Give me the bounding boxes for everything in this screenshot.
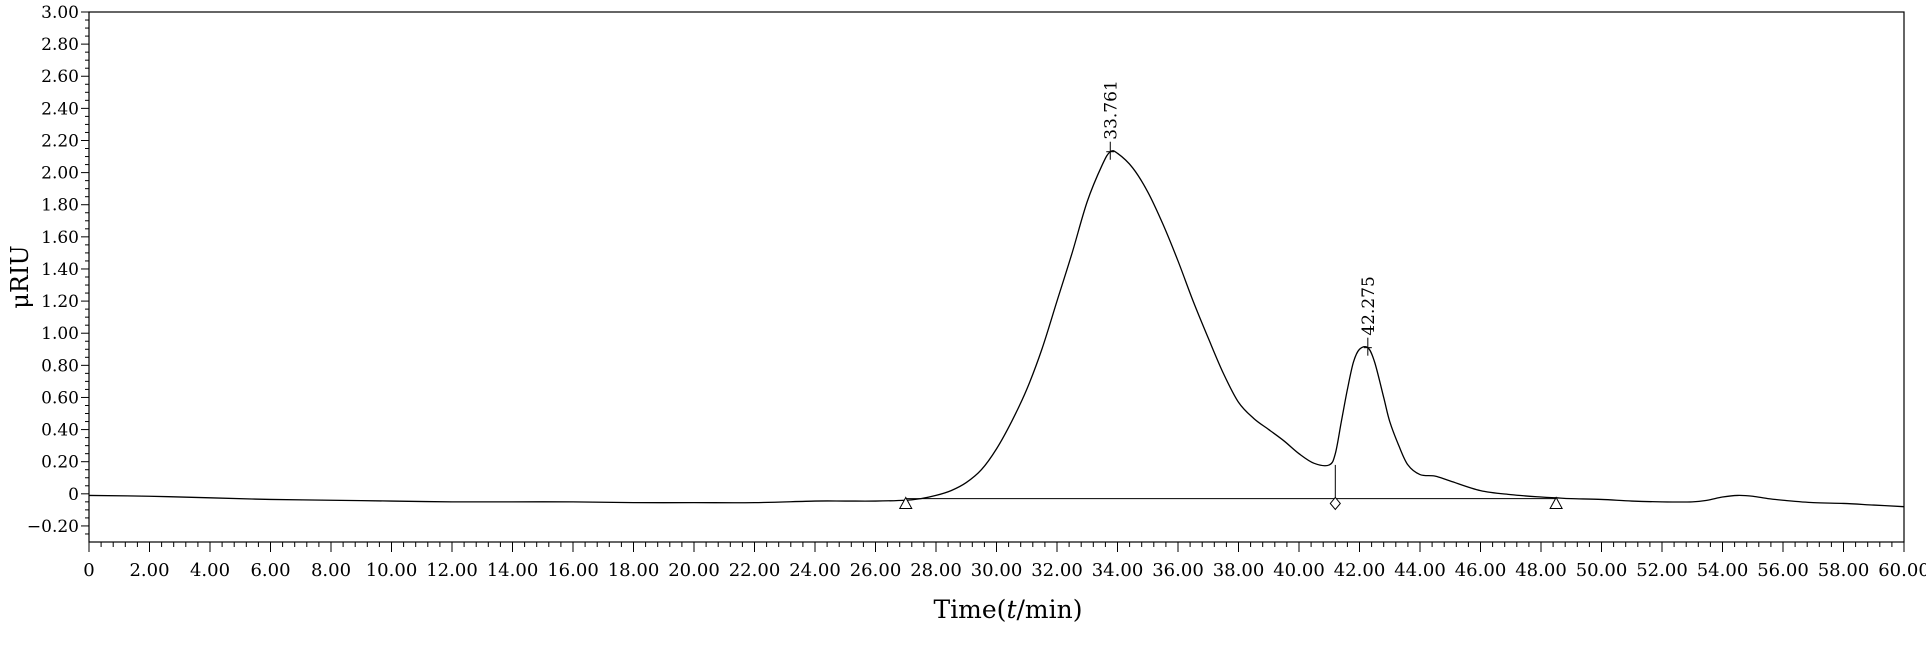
x-tick-label: 46.00 [1455, 560, 1507, 581]
x-tick-label: 36.00 [1152, 560, 1204, 581]
y-tick-label: 2.60 [41, 67, 79, 87]
x-tick-label: 20.00 [668, 560, 720, 581]
x-tick-label: 44.00 [1394, 560, 1446, 581]
y-tick-label: −0.20 [27, 517, 79, 537]
x-tick-label: 48.00 [1515, 560, 1567, 581]
y-axis-label: μRIU [6, 245, 34, 308]
y-tick-label: 1.20 [41, 292, 79, 312]
baseline-triangle-marker [1549, 496, 1563, 509]
y-tick-label: 2.20 [41, 131, 79, 151]
x-tick-label: 14.00 [487, 560, 539, 581]
x-tick-label: 18.00 [608, 560, 660, 581]
y-tick-label: 2.80 [41, 35, 79, 55]
y-tick-label: 1.00 [41, 324, 79, 344]
x-tick-label: 52.00 [1636, 560, 1688, 581]
x-tick-label: 4.00 [190, 560, 230, 581]
x-tick-label: 12.00 [426, 560, 478, 581]
x-axis-label-unit-rest: /min) [1017, 595, 1083, 624]
series-group [88, 150, 1905, 508]
x-tick-label: 28.00 [910, 560, 962, 581]
x-tick-label: 10.00 [366, 560, 418, 581]
x-tick-label: 32.00 [1031, 560, 1083, 581]
x-tick-label: 56.00 [1757, 560, 1809, 581]
y-tick-label: 0.20 [41, 453, 79, 473]
x-tick-label: 0 [83, 560, 94, 581]
x-tick-label: 30.00 [971, 560, 1023, 581]
y-tick-label: 1.80 [41, 196, 79, 216]
x-tick-label: 58.00 [1818, 560, 1870, 581]
baseline-triangle-marker [898, 496, 913, 509]
x-axis-label: Time(t/min) [934, 595, 1083, 624]
x-tick-label: 60.00 [1878, 560, 1926, 581]
y-tick-label: 2.00 [41, 164, 79, 184]
x-axis-label-text: Time( [934, 595, 1007, 624]
plot-frame [88, 11, 1905, 543]
x-tick-label: 24.00 [789, 560, 841, 581]
x-tick-label: 16.00 [547, 560, 599, 581]
x-tick-label: 8.00 [311, 560, 351, 581]
peak-label: 33.761 [1101, 80, 1121, 139]
chromatogram-line [88, 150, 1905, 508]
x-tick-label: 26.00 [850, 560, 902, 581]
peak-label: 42.275 [1359, 276, 1379, 335]
x-tick-label: 40.00 [1273, 560, 1325, 581]
x-tick-label: 6.00 [250, 560, 290, 581]
x-tick-label: 22.00 [729, 560, 781, 581]
x-tick-label: 34.00 [1092, 560, 1144, 581]
y-tick-label: 0.80 [41, 356, 79, 376]
x-tick-label: 54.00 [1697, 560, 1749, 581]
x-tick-label: 38.00 [1213, 560, 1265, 581]
x-tick-label: 42.00 [1334, 560, 1386, 581]
y-axis: 3.00 2.80 2.60 2.40 2.20 2.00 1.80 1.60 1.40 1.20… [27, 3, 89, 537]
y-tick-label: 0 [68, 485, 79, 505]
y-tick-label: 0.40 [41, 421, 79, 441]
y-tick-label: 3.00 [41, 3, 79, 23]
x-axis-label-unit-italic: t [1006, 595, 1017, 624]
y-tick-label: 2.40 [41, 99, 79, 119]
y-tick-label: 1.40 [41, 260, 79, 280]
x-tick-label: 2.00 [129, 560, 169, 581]
y-tick-label: 1.60 [41, 228, 79, 248]
y-tick-label: 0.60 [41, 388, 79, 408]
valley-diamond-marker [1329, 496, 1341, 511]
x-tick-label: 50.00 [1576, 560, 1628, 581]
x-axis: 0 2.00 4.00 6.00 8.00 10.00 12.00 14.00 16.00 18.… [83, 542, 1926, 581]
annotation-group: 33.761 42.275 [898, 80, 1563, 511]
